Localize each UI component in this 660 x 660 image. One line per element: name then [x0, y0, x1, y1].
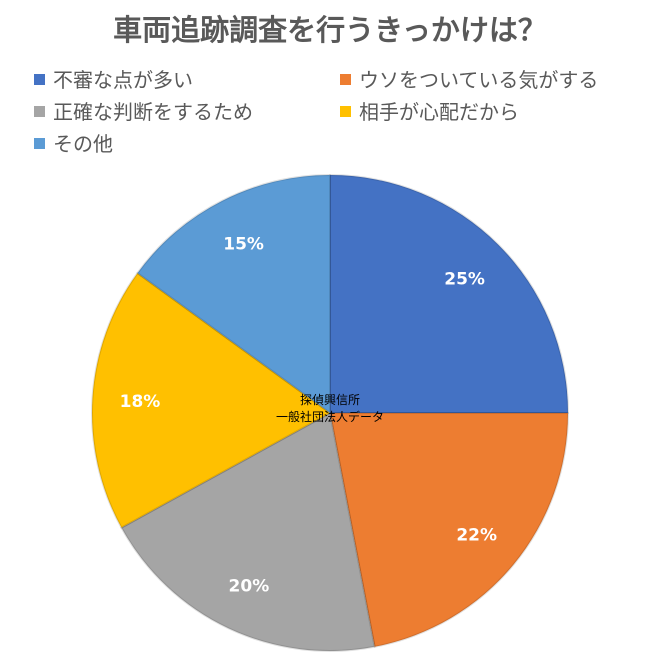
pie-slices	[91, 174, 569, 652]
data-label-other: 15%	[223, 234, 264, 254]
legend-label-worried: 相手が心配だから	[359, 100, 519, 124]
legend-item-worried: 相手が心配だから	[340, 100, 519, 124]
legend-swatch-accurate-judgment	[34, 106, 45, 117]
legend-swatch-worried	[340, 106, 351, 117]
legend-item-suspicious: 不審な点が多い	[34, 68, 193, 92]
legend-item-other: その他	[34, 132, 113, 156]
legend-item-lying: ウソをついている気がする	[340, 68, 598, 92]
data-label-accurate-judgment: 20%	[229, 576, 270, 596]
legend-swatch-lying	[340, 74, 351, 85]
pie-slice-other	[136, 174, 331, 414]
legend-label-accurate-judgment: 正確な判断をするため	[53, 100, 253, 124]
source-note: 探偵興信所 一般社団法人データ	[276, 393, 384, 424]
source-line-2: 一般社団法人データ	[276, 409, 384, 424]
pie-slice-accurate-judgment	[120, 412, 376, 652]
data-labels: 25% 22% 20% 18% 15%	[120, 234, 497, 596]
pie-slice-worried	[91, 272, 331, 529]
legend-label-suspicious: 不審な点が多い	[53, 68, 193, 92]
data-label-worried: 18%	[120, 392, 161, 412]
source-line-1: 探偵興信所	[300, 393, 360, 407]
data-label-lying: 22%	[456, 525, 497, 545]
legend-label-lying: ウソをついている気がする	[359, 68, 598, 92]
data-label-suspicious: 25%	[444, 269, 485, 289]
legend-item-accurate-judgment: 正確な判断をするため	[34, 100, 253, 124]
pie-slice-lying	[329, 412, 569, 648]
chart-title: 車両追跡調査を行うきっかけは？	[113, 13, 547, 47]
legend-swatch-other	[34, 138, 45, 149]
pie-slice-suspicious	[329, 174, 569, 414]
legend-swatch-suspicious	[34, 74, 45, 85]
legend-label-other: その他	[53, 132, 113, 156]
